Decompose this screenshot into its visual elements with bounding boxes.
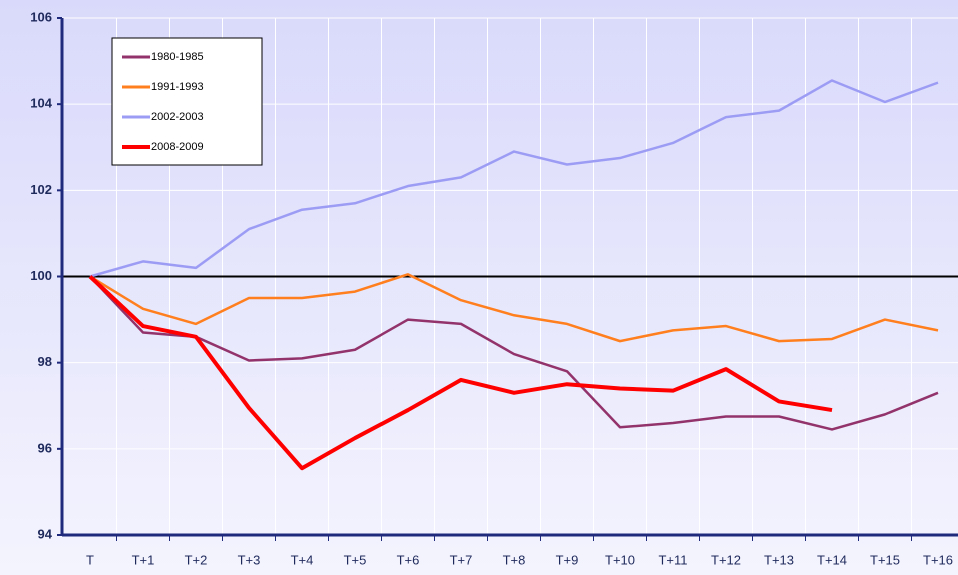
x-tick-label: T [86, 552, 94, 567]
y-tick-label: 94 [38, 526, 53, 541]
x-tick-label: T+11 [658, 552, 687, 567]
x-tick-label: T+6 [397, 552, 420, 567]
x-tick-label: T+5 [344, 552, 367, 567]
x-tick-label: T+10 [605, 552, 635, 567]
x-tick-label: T+7 [450, 552, 473, 567]
y-tick-label: 102 [30, 182, 52, 197]
x-tick-label: T+15 [870, 552, 900, 567]
y-tick-label: 98 [38, 354, 52, 369]
x-tick-label: T+12 [711, 552, 741, 567]
y-tick-label: 104 [30, 96, 52, 111]
x-tick-label: T+4 [291, 552, 314, 567]
y-tick-label: 106 [30, 9, 52, 24]
x-tick-label: T+14 [817, 552, 847, 567]
legend-label: 1991-1993 [151, 81, 204, 93]
series-line [89, 79, 939, 278]
legend-box [111, 37, 263, 166]
x-tick-label: T+9 [556, 552, 579, 567]
x-tick-label: T+2 [185, 552, 208, 567]
series-line [88, 275, 833, 471]
x-tick-label: T+3 [238, 552, 261, 567]
series-line [89, 275, 939, 431]
x-tick-label: T+16 [923, 552, 953, 567]
x-tick-label: T+8 [503, 552, 526, 567]
legend-label: 1980-1985 [151, 51, 204, 63]
legend-label: 2008-2009 [151, 141, 204, 153]
y-tick-label: 100 [30, 268, 52, 283]
x-tick-label: T+13 [764, 552, 794, 567]
legend: 1980-1985 1991-1993 2002-2003 2008-2009 [111, 37, 263, 166]
x-tick-label: T+1 [132, 552, 155, 567]
series-line [89, 273, 939, 343]
y-tick-label: 96 [38, 440, 52, 455]
legend-label: 2002-2003 [151, 111, 204, 123]
